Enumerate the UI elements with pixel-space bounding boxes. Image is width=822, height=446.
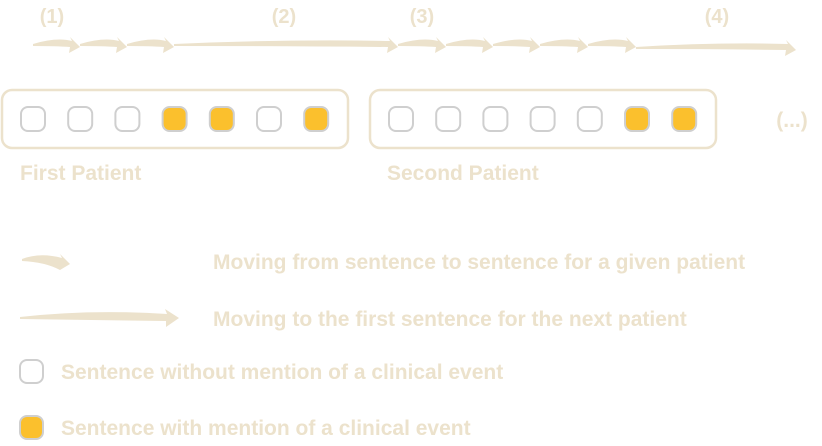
- next-sentence-arrow: [493, 37, 540, 53]
- empty-sentence-cell: [67, 106, 94, 132]
- event-sentence-cell: [208, 106, 235, 132]
- empty-sentence-cell: [482, 106, 509, 132]
- empty-sentence-cell: [576, 106, 603, 132]
- step-label-3: (3): [410, 6, 434, 28]
- event-sentence-legend-label: Sentence with mention of a clinical even…: [61, 417, 471, 440]
- event-sentence-cell: [671, 106, 698, 132]
- step-label-4: (4): [705, 6, 729, 28]
- long-arrow-legend-icon: [20, 309, 179, 327]
- empty-sentence-legend-label: Sentence without mention of a clinical e…: [61, 361, 503, 384]
- empty-sentence-cell: [388, 106, 414, 132]
- long-arrow-legend-label: Moving to the first sentence for the nex…: [213, 308, 687, 331]
- traversal-arrow-chain: [33, 37, 796, 56]
- next-sentence-arrow: [540, 37, 588, 53]
- step-label-1: (1): [40, 6, 64, 28]
- legend: Moving from sentence to sentence for a g…: [19, 251, 745, 440]
- next-sentence-arrow: [398, 37, 446, 53]
- empty-sentence-cell: [529, 106, 556, 132]
- event-sentence-cell: [303, 106, 330, 132]
- next-sentence-arrow: [127, 37, 174, 53]
- sentence-cells: [20, 106, 698, 132]
- first-patient-label: First Patient: [20, 162, 141, 185]
- empty-sentence-cell: [114, 106, 141, 132]
- empty-sentence-cell: [256, 106, 282, 132]
- ellipsis-label: (...): [776, 109, 808, 132]
- next-sentence-arrow: [33, 37, 80, 53]
- next-sentence-arrow: [446, 37, 493, 53]
- short-arrow-legend-label: Moving from sentence to sentence for a g…: [213, 251, 745, 274]
- step-label-2: (2): [272, 6, 296, 28]
- next-sentence-arrow: [588, 37, 636, 53]
- next-patient-arrow: [636, 40, 796, 56]
- event-sentence-cell: [624, 106, 650, 132]
- second-patient-box: [368, 88, 718, 150]
- empty-sentence-legend-icon: [19, 359, 44, 384]
- second-patient-label: Second Patient: [387, 162, 539, 185]
- next-sentence-arrow: [80, 37, 127, 53]
- event-sentence-cell: [161, 106, 188, 132]
- short-arrow-legend-icon: [22, 254, 70, 270]
- event-sentence-legend-icon: [19, 415, 44, 440]
- empty-sentence-cell: [20, 106, 46, 132]
- next-patient-arrow: [174, 37, 398, 53]
- empty-sentence-cell: [435, 106, 462, 132]
- first-patient-box: [0, 88, 350, 150]
